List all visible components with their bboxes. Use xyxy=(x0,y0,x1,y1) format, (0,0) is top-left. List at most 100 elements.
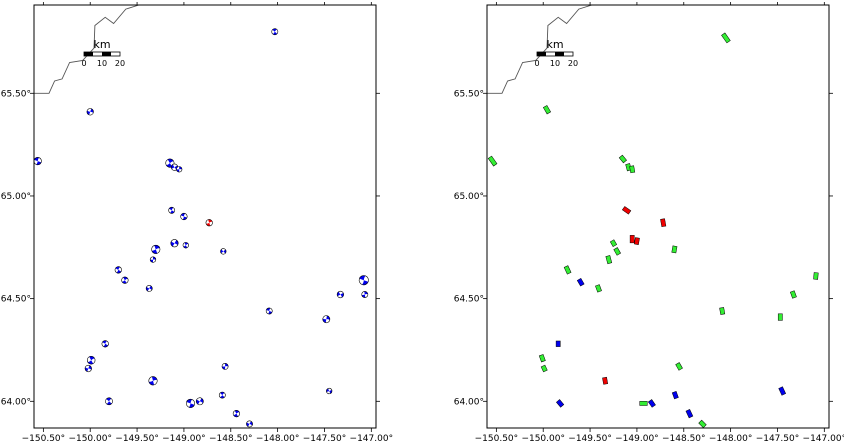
focal-mechanism xyxy=(221,363,229,370)
y-tick-label: 64.50° xyxy=(1,295,31,305)
strike-bar xyxy=(556,399,565,408)
scale-label-20: 20 xyxy=(115,59,125,68)
strike-bar xyxy=(698,419,707,428)
strike-bar xyxy=(777,313,783,321)
focal-mechanism xyxy=(336,290,344,299)
focal-mechanism xyxy=(271,28,279,36)
map-frame xyxy=(486,4,830,429)
focal-mechanism xyxy=(170,239,179,248)
x-tick-label: −149.50° xyxy=(568,434,612,444)
strike-bar xyxy=(605,255,613,265)
strike-bar xyxy=(618,154,627,164)
y-tick-label: 65.50° xyxy=(1,89,31,99)
x-tick-label: −148.50° xyxy=(662,434,706,444)
strike-bar xyxy=(613,247,621,256)
strike-bar xyxy=(629,235,635,244)
strike-bar xyxy=(719,307,726,315)
strike-orientation-map: km 0 10 20 −150.50° −150.00° −149.50° −149.… xyxy=(454,2,844,444)
strike-bar xyxy=(595,284,602,293)
focal-mechanism xyxy=(114,266,122,274)
focal-mechanism xyxy=(205,219,213,227)
x-tick-label: −150.50° xyxy=(475,434,519,444)
strike-bar xyxy=(576,277,585,287)
focal-mechanism xyxy=(86,108,94,116)
y-tick-label: 65.00° xyxy=(1,192,31,202)
y-tick-label: 64.00° xyxy=(1,397,31,407)
focal-mechanism xyxy=(195,397,204,406)
focal-mechanism xyxy=(145,285,153,292)
focal-mechanism xyxy=(246,420,253,428)
strike-bar xyxy=(685,408,694,419)
strike-bar xyxy=(563,265,572,275)
strike-bar xyxy=(789,290,797,299)
axis-ticks: −150.50° −150.00° −149.50° −149.00° −148.50°… xyxy=(1,2,393,444)
focal-mechanism xyxy=(101,340,109,348)
scale-bar-unit: km xyxy=(93,38,110,51)
x-tick-label: −147.50° xyxy=(303,434,347,444)
x-tick-label: −149.00° xyxy=(162,434,206,444)
x-tick-label: −150.00° xyxy=(521,434,565,444)
x-tick-label: −148.50° xyxy=(209,434,253,444)
strike-bar xyxy=(609,239,618,248)
x-tick-label: −148.00° xyxy=(256,434,300,444)
strike-bar xyxy=(660,218,667,228)
scale-label-10: 10 xyxy=(550,59,560,68)
focal-mechanism xyxy=(232,410,240,418)
scale-bar-unit: km xyxy=(546,38,563,51)
strike-bar xyxy=(487,155,498,167)
x-tick-label: −149.00° xyxy=(615,434,659,444)
scale-label-0: 0 xyxy=(534,59,539,68)
strike-bar xyxy=(542,105,552,115)
map-background xyxy=(487,5,829,428)
x-tick-label: −150.00° xyxy=(68,434,112,444)
focal-mechanism xyxy=(322,315,331,324)
scale-label-0: 0 xyxy=(81,59,86,68)
focal-mechanism xyxy=(149,256,157,263)
focal-mechanism xyxy=(86,355,96,365)
y-tick-label: 65.00° xyxy=(454,192,484,202)
x-tick-label: −147.00° xyxy=(350,434,394,444)
focal-mechanism xyxy=(121,276,129,284)
strike-bar xyxy=(540,364,548,373)
strike-bar xyxy=(671,390,679,400)
map-background xyxy=(34,5,376,428)
scale-bar: km 0 10 20 xyxy=(81,38,125,68)
strike-bar xyxy=(675,362,683,371)
strike-bars xyxy=(487,32,819,428)
scale-label-20: 20 xyxy=(568,59,578,68)
focal-mechanism xyxy=(105,397,113,406)
strike-bar xyxy=(813,272,819,280)
focal-mechanism xyxy=(361,291,369,298)
strike-bar xyxy=(721,32,731,44)
x-tick-label: −149.50° xyxy=(115,434,159,444)
focal-mechanisms xyxy=(34,28,369,428)
x-tick-label: −150.50° xyxy=(22,434,66,444)
strike-bar xyxy=(538,354,546,363)
focal-mechanism xyxy=(151,244,161,254)
strike-bar xyxy=(647,399,656,408)
y-tick-label: 65.50° xyxy=(454,89,484,99)
x-tick-label: −147.00° xyxy=(803,434,844,444)
focal-mechanism-map: km 0 10 20 −150.50° −150.00° −149.50° −149.… xyxy=(1,2,393,444)
scale-label-10: 10 xyxy=(97,59,107,68)
focal-mechanism xyxy=(168,206,176,214)
strike-bar xyxy=(602,376,609,385)
focal-mechanism xyxy=(180,212,188,221)
scale-bar: km 0 10 20 xyxy=(534,38,578,68)
strike-bar xyxy=(671,245,678,254)
focal-mechanism xyxy=(185,398,196,408)
y-tick-label: 64.00° xyxy=(454,397,484,407)
strike-bar xyxy=(778,386,787,396)
focal-mechanism xyxy=(148,376,158,386)
strike-bar xyxy=(639,401,648,406)
focal-mechanism xyxy=(326,387,333,395)
y-tick-label: 64.50° xyxy=(454,295,484,305)
focal-mechanism xyxy=(84,364,92,373)
strike-bar xyxy=(633,237,640,245)
strike-bar xyxy=(629,165,636,174)
focal-mechanism xyxy=(358,275,369,286)
focal-mechanism xyxy=(218,391,226,399)
focal-mechanism xyxy=(176,166,183,173)
focal-mechanism xyxy=(220,248,227,255)
